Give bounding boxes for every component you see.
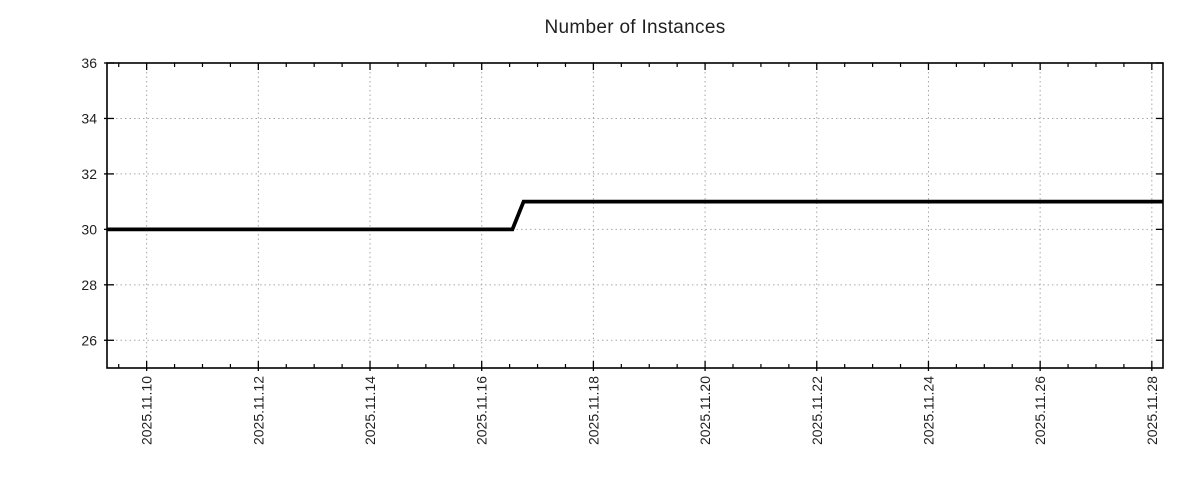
y-tick-label: 26 [81,332,97,348]
y-tick-label: 34 [81,110,97,126]
plot-border [106,62,1164,369]
y-tick-label: 30 [81,221,97,237]
y-tick-label: 32 [81,166,97,182]
x-tick-label: 2025.11.12 [250,376,266,445]
chart-title: Number of Instances [544,17,726,38]
x-tick-label: 2025.11.18 [585,376,601,445]
x-tick-label: 2025.11.16 [474,376,490,445]
x-tick-label: 2025.11.22 [809,376,825,445]
series-line-instances [107,199,1163,232]
x-tick-label: 2025.11.20 [697,376,713,445]
y-tick-label: 36 [81,55,97,71]
x-tick-label: 2025.11.26 [1032,376,1048,445]
y-tick-label: 28 [81,277,97,293]
x-tick-label: 2025.11.24 [920,376,936,445]
x-tick-label: 2025.11.14 [362,376,378,445]
x-tick-label: 2025.11.28 [1144,376,1160,445]
x-tick-label: 2025.11.10 [139,376,155,445]
